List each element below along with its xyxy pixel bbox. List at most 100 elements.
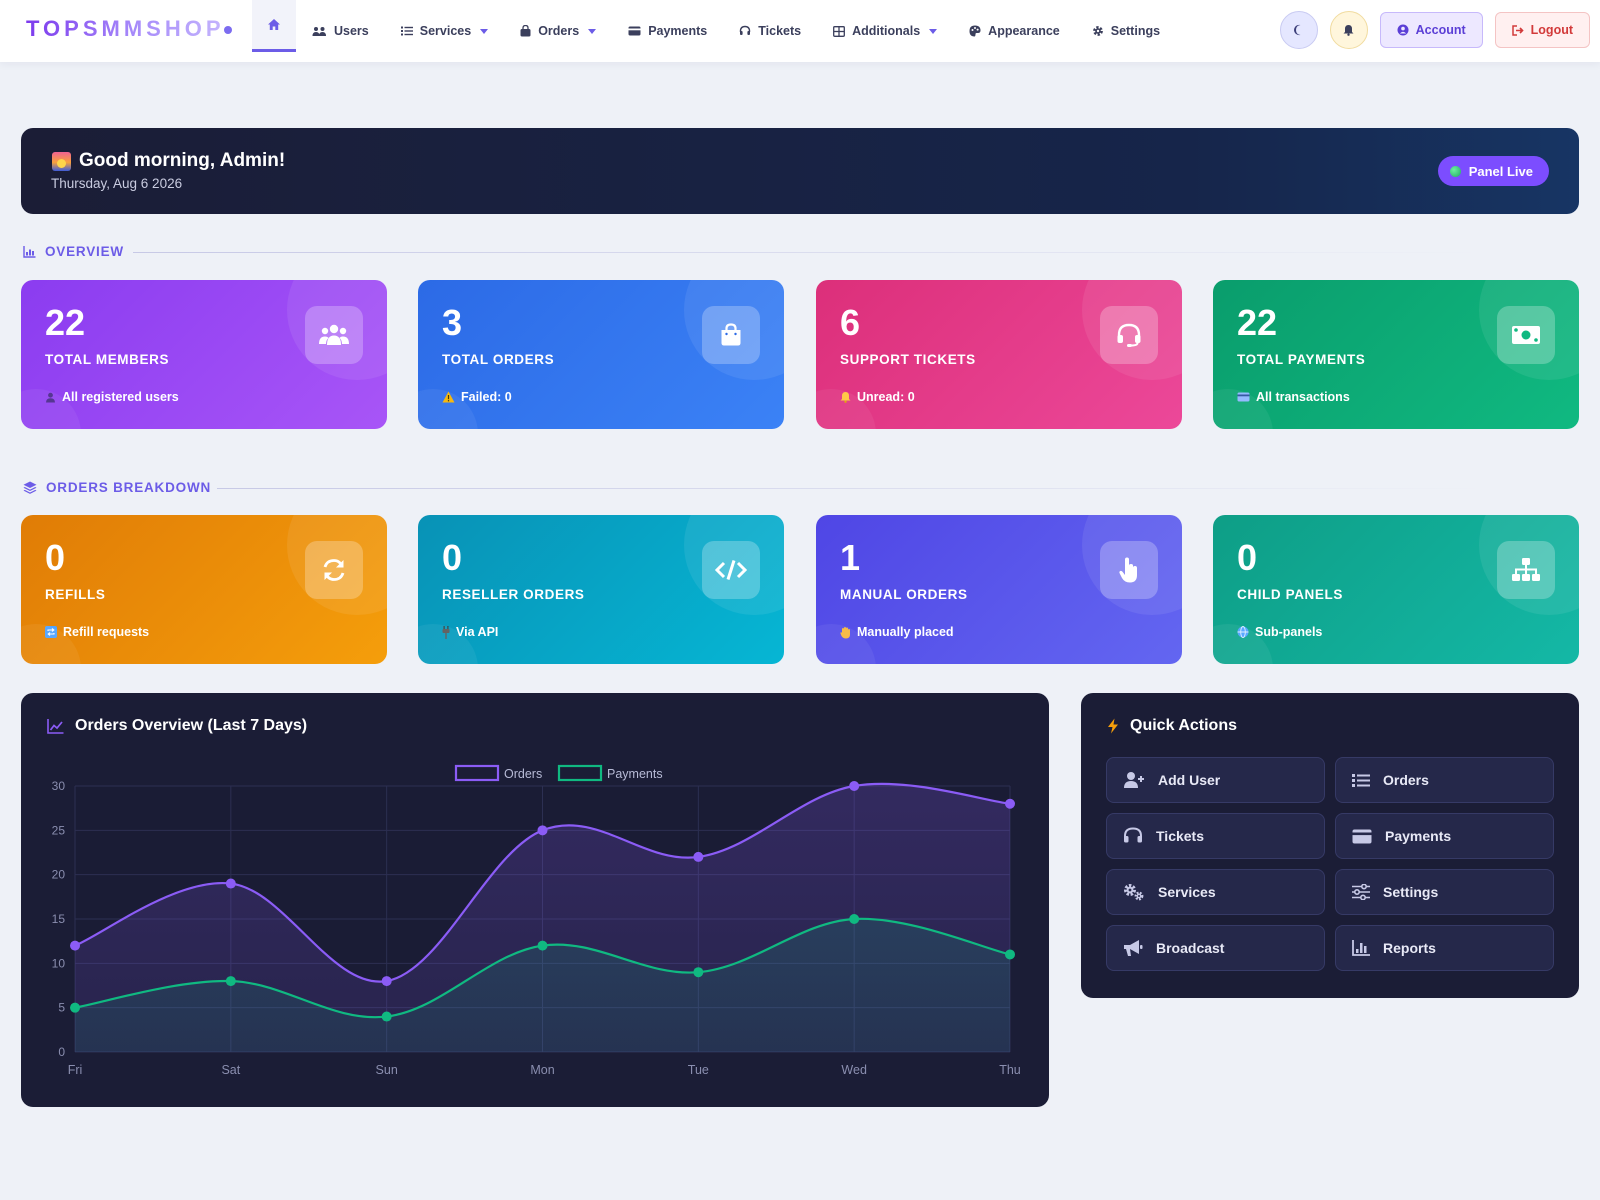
- gears-icon: [1124, 884, 1144, 901]
- chart-bar-icon: [23, 245, 36, 258]
- quick-action-broadcast[interactable]: Broadcast: [1106, 925, 1325, 971]
- nav-services[interactable]: Services: [385, 0, 504, 62]
- data-point-payments: [693, 967, 704, 978]
- data-point-orders: [70, 940, 80, 951]
- stat-card-child-panels[interactable]: 0 Child Panels Sub-panels: [1213, 515, 1579, 664]
- breakdown-heading-label: ORDERS BREAKDOWN: [46, 480, 212, 495]
- status-dot-icon: [1449, 165, 1461, 177]
- brand-logo[interactable]: TOPSMMSHOP: [26, 16, 225, 41]
- nav-orders[interactable]: Orders: [504, 0, 612, 62]
- quick-action-settings[interactable]: Settings: [1335, 869, 1554, 915]
- chart-panel-title: Orders Overview (Last 7 Days): [75, 717, 308, 734]
- data-point-orders: [381, 976, 392, 987]
- stat-card-manual-orders[interactable]: 1 Manual Orders Manually placed: [816, 515, 1182, 664]
- user-icon: [46, 392, 55, 402]
- bell-icon: [840, 392, 851, 403]
- y-tick-label: 25: [52, 823, 66, 837]
- stat-card-reseller-orders[interactable]: 0 Reseller Orders Via API: [418, 515, 784, 664]
- top-navbar: TOPSMMSHOP Users Services Orders Payment…: [0, 0, 1600, 62]
- quick-action-label: Orders: [1383, 772, 1429, 788]
- logout-button[interactable]: Logout: [1494, 12, 1590, 48]
- y-tick-label: 15: [52, 912, 66, 926]
- sign-out-icon: [1511, 24, 1524, 36]
- logout-button-label: Logout: [1530, 23, 1573, 37]
- stat-value: 0: [45, 537, 66, 578]
- quick-action-add-user[interactable]: Add User: [1106, 757, 1325, 803]
- stat-value: 3: [442, 302, 463, 343]
- stat-subtext: All registered users: [45, 390, 179, 404]
- stat-subtext: Via API: [442, 625, 498, 639]
- stat-subtext: Refill requests: [45, 625, 149, 639]
- nav-right-controls: Account Logout: [1279, 11, 1590, 49]
- dark-mode-toggle[interactable]: [1279, 11, 1318, 49]
- nav-home[interactable]: [252, 0, 296, 52]
- stat-subtext-label: Refill requests: [63, 625, 150, 639]
- stat-subtext-label: All transactions: [1256, 390, 1350, 404]
- quick-action-label: Reports: [1383, 940, 1436, 956]
- credit-card-icon: [628, 26, 641, 36]
- nav-additionals[interactable]: Additionals: [817, 0, 953, 62]
- y-tick-label: 5: [58, 1001, 65, 1015]
- breakdown-divider: [217, 488, 1487, 489]
- data-point-payments: [225, 976, 236, 987]
- nav-settings[interactable]: Settings: [1076, 0, 1176, 62]
- grid-icon: [833, 25, 846, 37]
- stat-card-total-members[interactable]: 22 Total Members All registered users: [21, 280, 387, 429]
- quick-action-label: Settings: [1383, 884, 1439, 900]
- hand-icon: [840, 626, 850, 638]
- quick-action-tickets[interactable]: Tickets: [1106, 813, 1325, 859]
- stat-label: Total Orders: [442, 352, 555, 367]
- stat-card-refills[interactable]: 0 Refills Refill requests: [21, 515, 387, 664]
- data-point-orders: [225, 878, 236, 889]
- nav-users[interactable]: Users: [296, 0, 385, 62]
- quick-action-label: Add User: [1158, 772, 1221, 788]
- stat-label: Child Panels: [1237, 587, 1343, 602]
- overview-divider: [133, 252, 1483, 253]
- stat-subtext: Manually placed: [840, 625, 954, 639]
- quick-action-orders[interactable]: Orders: [1335, 757, 1554, 803]
- bag-icon: [520, 25, 531, 37]
- chevron-down-icon: [480, 28, 489, 34]
- user-circle-icon: [1397, 24, 1409, 36]
- credit-card-icon: [1237, 392, 1250, 402]
- nav-tickets[interactable]: Tickets: [723, 0, 817, 62]
- x-tick-label: Tue: [688, 1063, 709, 1077]
- sync-icon: [305, 541, 363, 599]
- stat-value: 22: [1237, 302, 1278, 343]
- greeting-date: Thursday, Aug 6 2026: [51, 176, 183, 191]
- nav-payments[interactable]: Payments: [612, 0, 723, 62]
- data-point-orders: [1005, 798, 1015, 809]
- nav-additionals-label: Additionals: [852, 24, 921, 38]
- panel-status-label: Panel Live: [1468, 163, 1533, 179]
- money-bill-icon: [1497, 306, 1555, 364]
- stat-subtext-label: Via API: [456, 625, 499, 639]
- quick-action-payments[interactable]: Payments: [1335, 813, 1554, 859]
- nav-appearance[interactable]: Appearance: [953, 0, 1076, 62]
- y-tick-label: 20: [52, 868, 66, 882]
- stat-label: Manual Orders: [840, 587, 968, 602]
- greeting-title: Good morning, Admin!: [79, 150, 286, 171]
- stat-card-total-orders[interactable]: 3 Total Orders Failed: 0: [418, 280, 784, 429]
- quick-action-label: Broadcast: [1156, 940, 1225, 956]
- legend-swatch: [454, 764, 500, 782]
- data-point-orders: [537, 825, 548, 836]
- account-button[interactable]: Account: [1379, 12, 1483, 48]
- data-point-payments: [1005, 949, 1015, 960]
- quick-actions-title: Quick Actions: [1130, 717, 1237, 734]
- stat-subtext: Unread: 0: [840, 390, 915, 404]
- stat-subtext-label: Failed: 0: [461, 390, 512, 404]
- panel-status-badge: Panel Live: [1437, 156, 1549, 186]
- quick-action-label: Tickets: [1156, 828, 1204, 844]
- x-tick-label: Mon: [530, 1063, 554, 1077]
- quick-action-services[interactable]: Services: [1106, 869, 1325, 915]
- notifications-button[interactable]: [1329, 11, 1368, 49]
- list-icon: [1352, 773, 1370, 787]
- stat-card-total-payments[interactable]: 22 Total Payments All transactions: [1213, 280, 1579, 429]
- stat-card-support-tickets[interactable]: 6 Support Tickets Unread: 0: [816, 280, 1182, 429]
- quick-action-reports[interactable]: Reports: [1335, 925, 1554, 971]
- plug-icon: [442, 625, 450, 639]
- legend-label: Orders: [504, 767, 542, 781]
- user-plus-icon: [1124, 772, 1144, 788]
- orders-line-chart: 0 5 10 15 20 25 30 Fri Sat Sun Mon Tue Wed Thu Orders P…: [52, 764, 1021, 1077]
- stat-subtext: Sub-panels: [1237, 625, 1322, 639]
